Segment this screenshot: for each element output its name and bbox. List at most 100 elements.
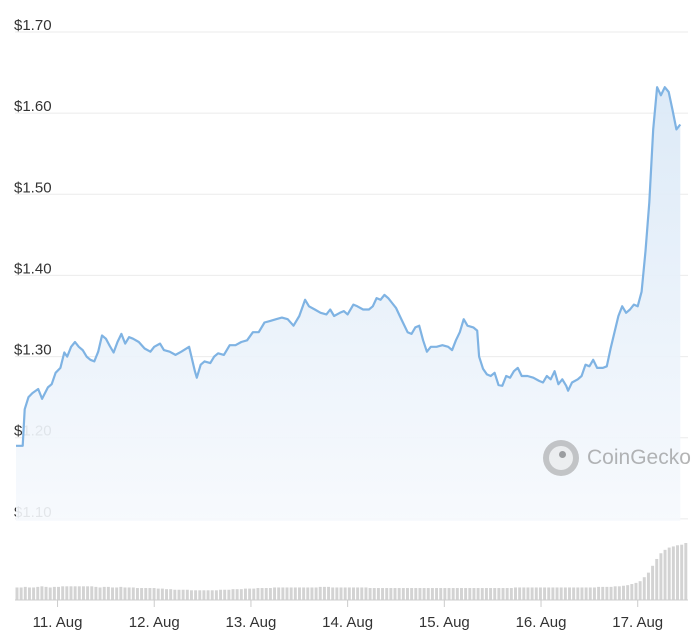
volume-bar [580, 587, 584, 600]
volume-bar [314, 587, 318, 600]
volume-bar [572, 587, 576, 600]
volume-bar [514, 587, 517, 600]
volume-bar [655, 558, 659, 600]
volume-bar [464, 588, 468, 600]
volume-bar [306, 587, 310, 600]
y-tick-label: $1.60 [14, 98, 52, 115]
volume-bar [584, 587, 588, 600]
volume-bar [426, 588, 430, 600]
volume-bar [268, 588, 272, 600]
volume-bar [414, 588, 418, 600]
volume-bar [352, 587, 355, 600]
x-tick-label: 16. Aug [516, 614, 567, 631]
volume-bar [140, 588, 144, 600]
volume-bar [331, 587, 335, 600]
volume-bar [393, 588, 397, 600]
volume-bar [27, 587, 31, 600]
volume-bar [651, 565, 655, 600]
volume-bar [372, 588, 376, 600]
volume-bar [605, 586, 609, 600]
volume-bar [235, 589, 239, 600]
volume-bar [534, 587, 538, 600]
volume-bar [505, 588, 509, 600]
volume-bar [102, 586, 106, 600]
volume-bar [127, 587, 131, 600]
volume-bar [671, 546, 675, 600]
volume-bar [476, 588, 480, 600]
volume-bar [667, 547, 671, 600]
volume-bar [364, 587, 368, 600]
volume-bar [609, 586, 613, 600]
volume-bar [310, 587, 314, 600]
volume-bar [559, 587, 563, 600]
volume-bar [460, 588, 463, 600]
volume-bar [243, 588, 247, 600]
volume-bar [642, 577, 646, 600]
volume-bar [551, 587, 555, 600]
volume-bar [65, 586, 69, 600]
volume-bar [613, 586, 617, 600]
volume-bar [185, 589, 189, 600]
volume-bar [206, 590, 210, 600]
volume-bar [630, 584, 634, 600]
volume-bars [15, 543, 688, 600]
volume-bar [509, 588, 513, 600]
volume-bar [592, 587, 596, 600]
volume-bar [347, 587, 351, 600]
volume-bar [518, 587, 522, 600]
volume-bar [111, 587, 115, 600]
volume-bar [443, 588, 447, 600]
x-tick-label: 11. Aug [33, 614, 83, 631]
volume-bar [588, 587, 592, 600]
volume-bar [94, 586, 98, 600]
y-tick-label: $1.40 [14, 260, 52, 277]
volume-bar [397, 588, 401, 600]
volume-bar [173, 589, 177, 600]
volume-bar [568, 587, 571, 600]
volume-bar [293, 587, 297, 600]
volume-bar [385, 588, 389, 600]
volume-bar [231, 589, 235, 600]
volume-bar [69, 586, 73, 600]
volume-bar [339, 587, 343, 600]
volume-bar [40, 586, 44, 600]
volume-bar [119, 586, 123, 600]
volume-bar [302, 587, 306, 600]
volume-bar [297, 587, 301, 600]
volume-bar [57, 586, 60, 600]
volume-bar [659, 553, 663, 600]
price-line [16, 86, 682, 447]
x-tick-label: 12. Aug [129, 614, 180, 631]
volume-bar [202, 590, 206, 600]
volume-bar [484, 588, 488, 600]
volume-bar [281, 587, 285, 600]
volume-bar [277, 587, 281, 600]
volume-bar [522, 587, 526, 600]
volume-bar [530, 587, 534, 600]
y-tick-label: $1.30 [14, 342, 52, 359]
volume-bar [48, 587, 52, 600]
volume-bar [601, 586, 605, 600]
volume-bar [160, 588, 164, 600]
volume-bar [156, 588, 160, 600]
volume-bar [152, 588, 156, 600]
volume-bar [418, 588, 422, 600]
volume-bar [322, 586, 326, 600]
volume-bar [676, 545, 679, 600]
x-tick-label: 13. Aug [225, 614, 276, 631]
volume-bar [73, 586, 77, 600]
volume-bar [223, 589, 227, 600]
volume-bar [468, 588, 472, 600]
volume-bar [227, 589, 231, 600]
volume-bar [115, 587, 119, 600]
volume-bar [165, 589, 169, 600]
volume-bar [135, 588, 139, 600]
x-tick-label: 17. Aug [612, 614, 663, 631]
volume-bar [131, 587, 135, 600]
volume-bar [626, 585, 630, 600]
volume-bar [169, 589, 173, 600]
volume-bar [422, 588, 426, 600]
volume-bar [248, 588, 252, 600]
y-tick-label: $1.50 [14, 179, 52, 196]
